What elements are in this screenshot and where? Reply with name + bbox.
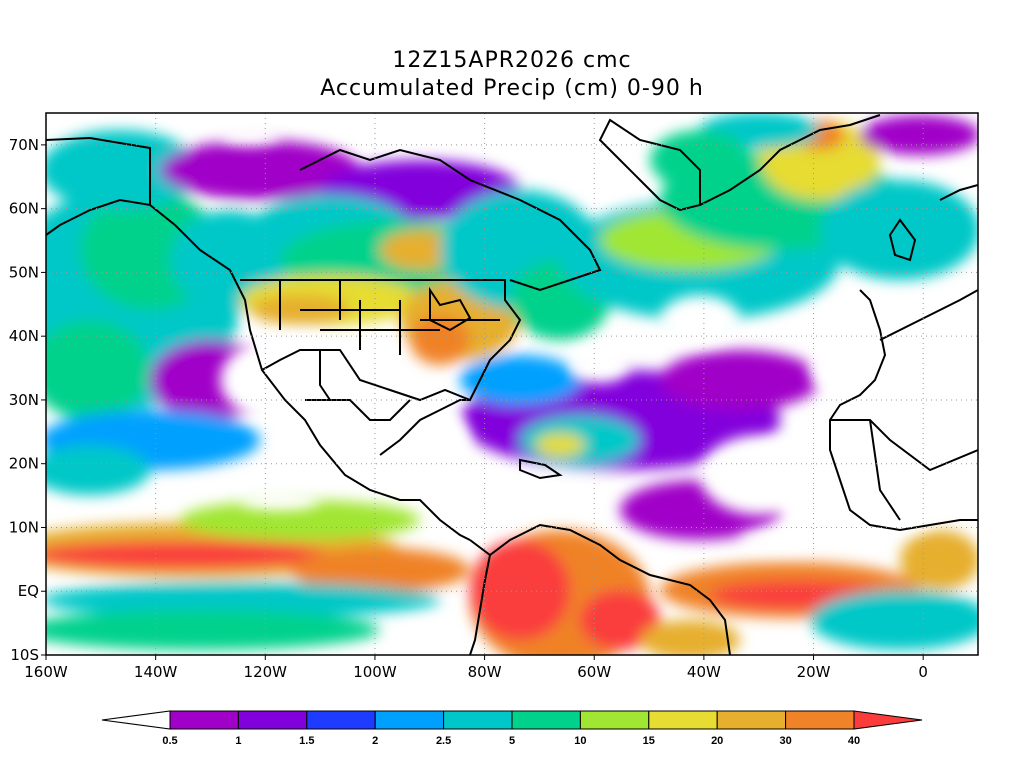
- lat-tick-label: 10N: [9, 518, 39, 536]
- colorbar-swatch: [579, 710, 650, 730]
- colorbar-low-triangle: [101, 710, 171, 730]
- lat-tick-label: 20N: [9, 455, 39, 473]
- lat-tick-label: EQ: [18, 582, 39, 600]
- lon-tick-label: 40W: [687, 663, 721, 681]
- colorbar-swatch: [237, 710, 308, 730]
- colorbar-label: 5: [509, 735, 515, 747]
- colorbar-swatch: [716, 710, 787, 730]
- lon-tick-label: 60W: [577, 663, 611, 681]
- colorbar-swatch: [648, 710, 718, 730]
- colorbar-label: 0.5: [162, 735, 177, 747]
- plot-title: 12Z15APR2026 cmc: [392, 48, 632, 73]
- colorbar-swatch: [785, 710, 855, 730]
- lon-tick-label: 0: [918, 663, 928, 681]
- lon-tick-label: 100W: [353, 663, 397, 681]
- colorbar-label: 20: [711, 735, 723, 747]
- lon-tick-label: 160W: [24, 663, 68, 681]
- lat-tick-label: 40N: [9, 327, 39, 345]
- colorbar-label: 30: [779, 735, 791, 747]
- lat-tick-label: 60N: [9, 200, 39, 218]
- colorbar-swatch: [374, 710, 445, 730]
- colorbar-swatch: [511, 710, 581, 730]
- lon-tick-label: 80W: [468, 663, 502, 681]
- colorbar-label: 2.5: [436, 735, 451, 747]
- colorbar-label: 2: [372, 735, 378, 747]
- lon-tick-label: 20W: [797, 663, 831, 681]
- lat-tick-label: 70N: [9, 136, 39, 154]
- lon-tick-label: 140W: [134, 663, 178, 681]
- plot-subtitle: Accumulated Precip (cm) 0-90 h: [320, 76, 704, 101]
- colorbar: 0.5 1 1.5 2 2.5 5 10 15 20 30 40: [101, 710, 923, 747]
- coastlines: [46, 114, 978, 655]
- axes: 160W 140W 120W 100W 80W 60W 40W 20W 0 70N 60N 50N 40…: [9, 136, 928, 681]
- colorbar-label: 10: [574, 735, 586, 747]
- plot-frame: [45, 112, 979, 656]
- colorbar-label: 1.5: [299, 735, 314, 747]
- grid-lines: [46, 113, 978, 655]
- colorbar-label: 15: [643, 735, 655, 747]
- precip-field: [46, 113, 978, 655]
- colorbar-high-triangle: [853, 710, 923, 730]
- colorbar-swatch: [169, 710, 239, 730]
- lon-tick-label: 120W: [244, 663, 288, 681]
- lat-tick-label: 30N: [9, 391, 39, 409]
- colorbar-swatch: [306, 710, 376, 730]
- lat-tick-label: 50N: [9, 263, 39, 281]
- colorbar-swatch: [443, 710, 513, 730]
- colorbar-label: 40: [848, 735, 860, 747]
- colorbar-label: 1: [235, 735, 241, 747]
- lat-tick-label: 10S: [10, 646, 39, 664]
